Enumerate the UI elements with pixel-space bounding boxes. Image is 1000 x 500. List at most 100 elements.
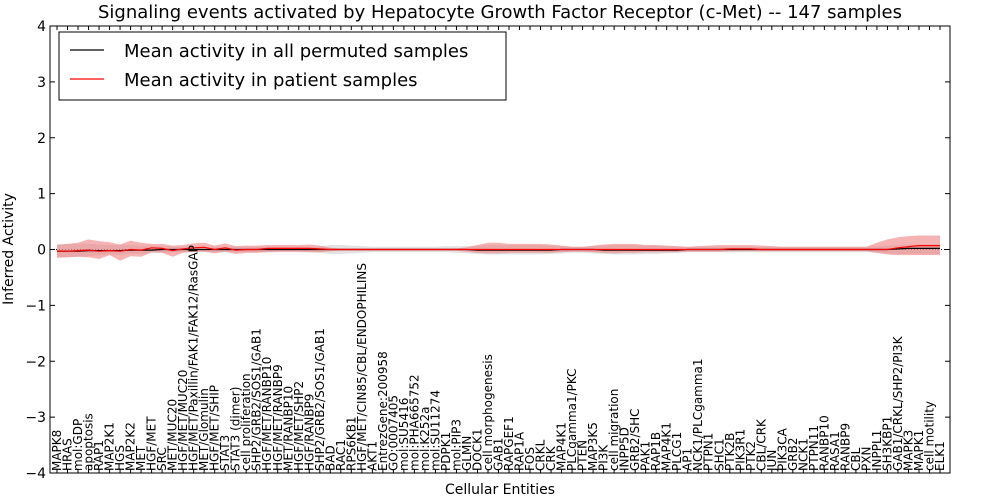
- x-tick-label: HGS: [113, 445, 127, 471]
- x-tick-label: STAT3 (dimer): [229, 387, 243, 471]
- y-tick-label: −1: [25, 298, 46, 314]
- x-tick-label: NCK1: [796, 438, 810, 471]
- x-tick-label: EntrezGene:200958: [376, 351, 390, 471]
- x-axis-label: Cellular Entities: [445, 482, 555, 498]
- x-tick-label: RAC1: [334, 439, 348, 471]
- x-tick-label: PTK2B: [723, 433, 737, 471]
- x-tick-label: MET/MUC20: [166, 399, 180, 471]
- x-tick-label: HGF/MET/SHIP: [208, 385, 222, 471]
- x-tick-label: HGF/MET/RANBP9: [271, 364, 285, 471]
- x-tick-label: PAK1: [639, 441, 653, 471]
- x-tick-label: mol:K252a: [418, 406, 432, 471]
- x-tick-label: MAP2K2: [124, 422, 138, 471]
- x-tick-label: ELK1: [933, 441, 947, 471]
- x-tick-label: PTK2: [744, 441, 758, 471]
- x-tick-label: mol:SU11274: [428, 390, 442, 471]
- legend-entry-permuted: Mean activity in all permuted samples: [124, 41, 468, 62]
- x-tick-label: MAP3K5: [586, 422, 600, 471]
- y-tick-label: −4: [25, 466, 46, 482]
- x-tick-label: mol:PIP3: [450, 419, 464, 471]
- x-tick-label: GRB2/SHC: [628, 408, 642, 471]
- x-tick-label: PTPN11: [807, 425, 821, 471]
- x-tick-label: MAP4K1: [555, 422, 569, 471]
- x-tick-label: PIK3CA: [775, 427, 789, 471]
- x-tick-label: GRB2: [786, 437, 800, 471]
- x-tick-label: PDPK1: [439, 432, 453, 471]
- x-tick-label: cell proliferation: [239, 373, 253, 471]
- x-tick-label: PLCG1: [670, 432, 684, 471]
- x-tick-label: SHP2/GRB2/SOS1/GAB1: [313, 328, 327, 471]
- x-tick-label: HGF/MET: [145, 416, 159, 471]
- x-tick-label: SH3KBP1: [880, 416, 894, 471]
- x-tick-label: mol:SU5416: [397, 398, 411, 471]
- x-tick-label: MAPK1: [912, 430, 926, 471]
- x-tick-label: GO:0007405: [386, 395, 400, 471]
- x-tick-label: cell migration: [607, 389, 621, 471]
- legend-box: [58, 31, 507, 101]
- x-tick-label: CRK: [544, 445, 558, 471]
- x-tick-label: mol:GDP: [71, 419, 85, 471]
- y-tick-label: 1: [37, 187, 46, 203]
- x-tick-label: SRC: [155, 447, 169, 471]
- x-tick-label: PI3K: [597, 444, 611, 471]
- x-tick-label: PTPN1: [702, 433, 716, 471]
- x-tick-label: HGF/MET/SHP2: [292, 381, 306, 471]
- x-tick-label: STAT3: [218, 435, 232, 471]
- x-tick-label: HGF/RANBP9: [302, 394, 316, 471]
- x-tick-label: cell motility: [923, 401, 937, 471]
- x-tick-label: RASA1: [828, 431, 842, 471]
- x-tick-label: INPP5D: [618, 427, 632, 471]
- x-tick-label: SHC1: [712, 438, 726, 471]
- x-tick-label: cell morphogenesis: [481, 354, 495, 471]
- x-tick-label: RAP1B: [649, 432, 663, 471]
- x-tick-label: CRKL: [534, 439, 548, 471]
- x-tick-label: NCK1/PLCgamma1: [691, 358, 705, 471]
- y-tick-label: −2: [25, 354, 46, 370]
- x-tick-label: HRAS: [61, 438, 75, 471]
- x-tick-label: CBL: [849, 447, 863, 471]
- x-tick-label: MAP2K1: [103, 422, 117, 471]
- x-tick-label: RANBP9: [838, 423, 852, 471]
- x-tick-label: BAD: [323, 445, 337, 471]
- x-tick-label: HGF/MET/CIN85/CBL/ENDOPHILINS: [355, 263, 369, 471]
- x-tick-label: HGF/MET/MUC20: [176, 370, 190, 471]
- x-tick-label: MAPK8: [50, 430, 64, 471]
- x-tick-label: RANBP10: [817, 415, 831, 471]
- x-tick-label: PXN: [859, 447, 873, 471]
- x-tick-label: SHP2/GRB2/SOS1/GAB1: [250, 328, 264, 471]
- y-tick-label: 0: [37, 243, 46, 259]
- x-tick-label: GAB1/CRKL/SHP2/PI3K: [891, 335, 905, 471]
- x-tick-label: FOS: [523, 447, 537, 471]
- x-tick-label: PTEN: [576, 440, 590, 471]
- x-tick-label: INPPL1: [870, 430, 884, 471]
- y-tick-label: −3: [25, 410, 46, 426]
- patient-band: [57, 235, 940, 261]
- y-axis-label: Inferred Activity: [1, 193, 17, 305]
- x-tick-label: MAPK3: [902, 430, 916, 471]
- x-tick-label: RAPGEF1: [502, 416, 516, 471]
- x-tick-label: AKT1: [365, 441, 379, 471]
- x-tick-label: HGF/MET/RANBP10: [260, 357, 274, 471]
- plot-frame: [49, 25, 951, 474]
- legend: Mean activity in all permuted samples Me…: [58, 31, 507, 101]
- x-tick-label: AP1: [681, 448, 695, 471]
- x-tick-label: GAB1: [492, 438, 506, 471]
- x-tick-label: JUN: [765, 450, 779, 472]
- x-tick-label: MET: [134, 445, 148, 471]
- y-tick-label: 4: [37, 19, 46, 35]
- y-tick-label: 3: [37, 75, 46, 91]
- patient-mean-line: [57, 245, 940, 252]
- x-tick-label: HGF/MET/Paxillin/FAK1/FAK12/RasGAP: [187, 245, 201, 471]
- x-tick-label: PIK3R1: [733, 429, 747, 471]
- x-tick-label: MET/RANBP10: [281, 386, 295, 471]
- x-tick-label: RAP1A: [513, 431, 527, 471]
- x-tick-label: DOCK1: [471, 428, 485, 471]
- x-tick-label: RAP1: [92, 440, 106, 471]
- x-tick-label: RPS6KB1: [344, 416, 358, 471]
- x-tick-label: mol:PHA665752: [407, 374, 421, 471]
- x-tick-label: apoptosis: [82, 413, 96, 471]
- x-tick-label: MET/Glomulin: [197, 388, 211, 471]
- legend-entry-patient: Mean activity in patient samples: [124, 70, 418, 91]
- x-tick-label: MAP4K1: [660, 422, 674, 471]
